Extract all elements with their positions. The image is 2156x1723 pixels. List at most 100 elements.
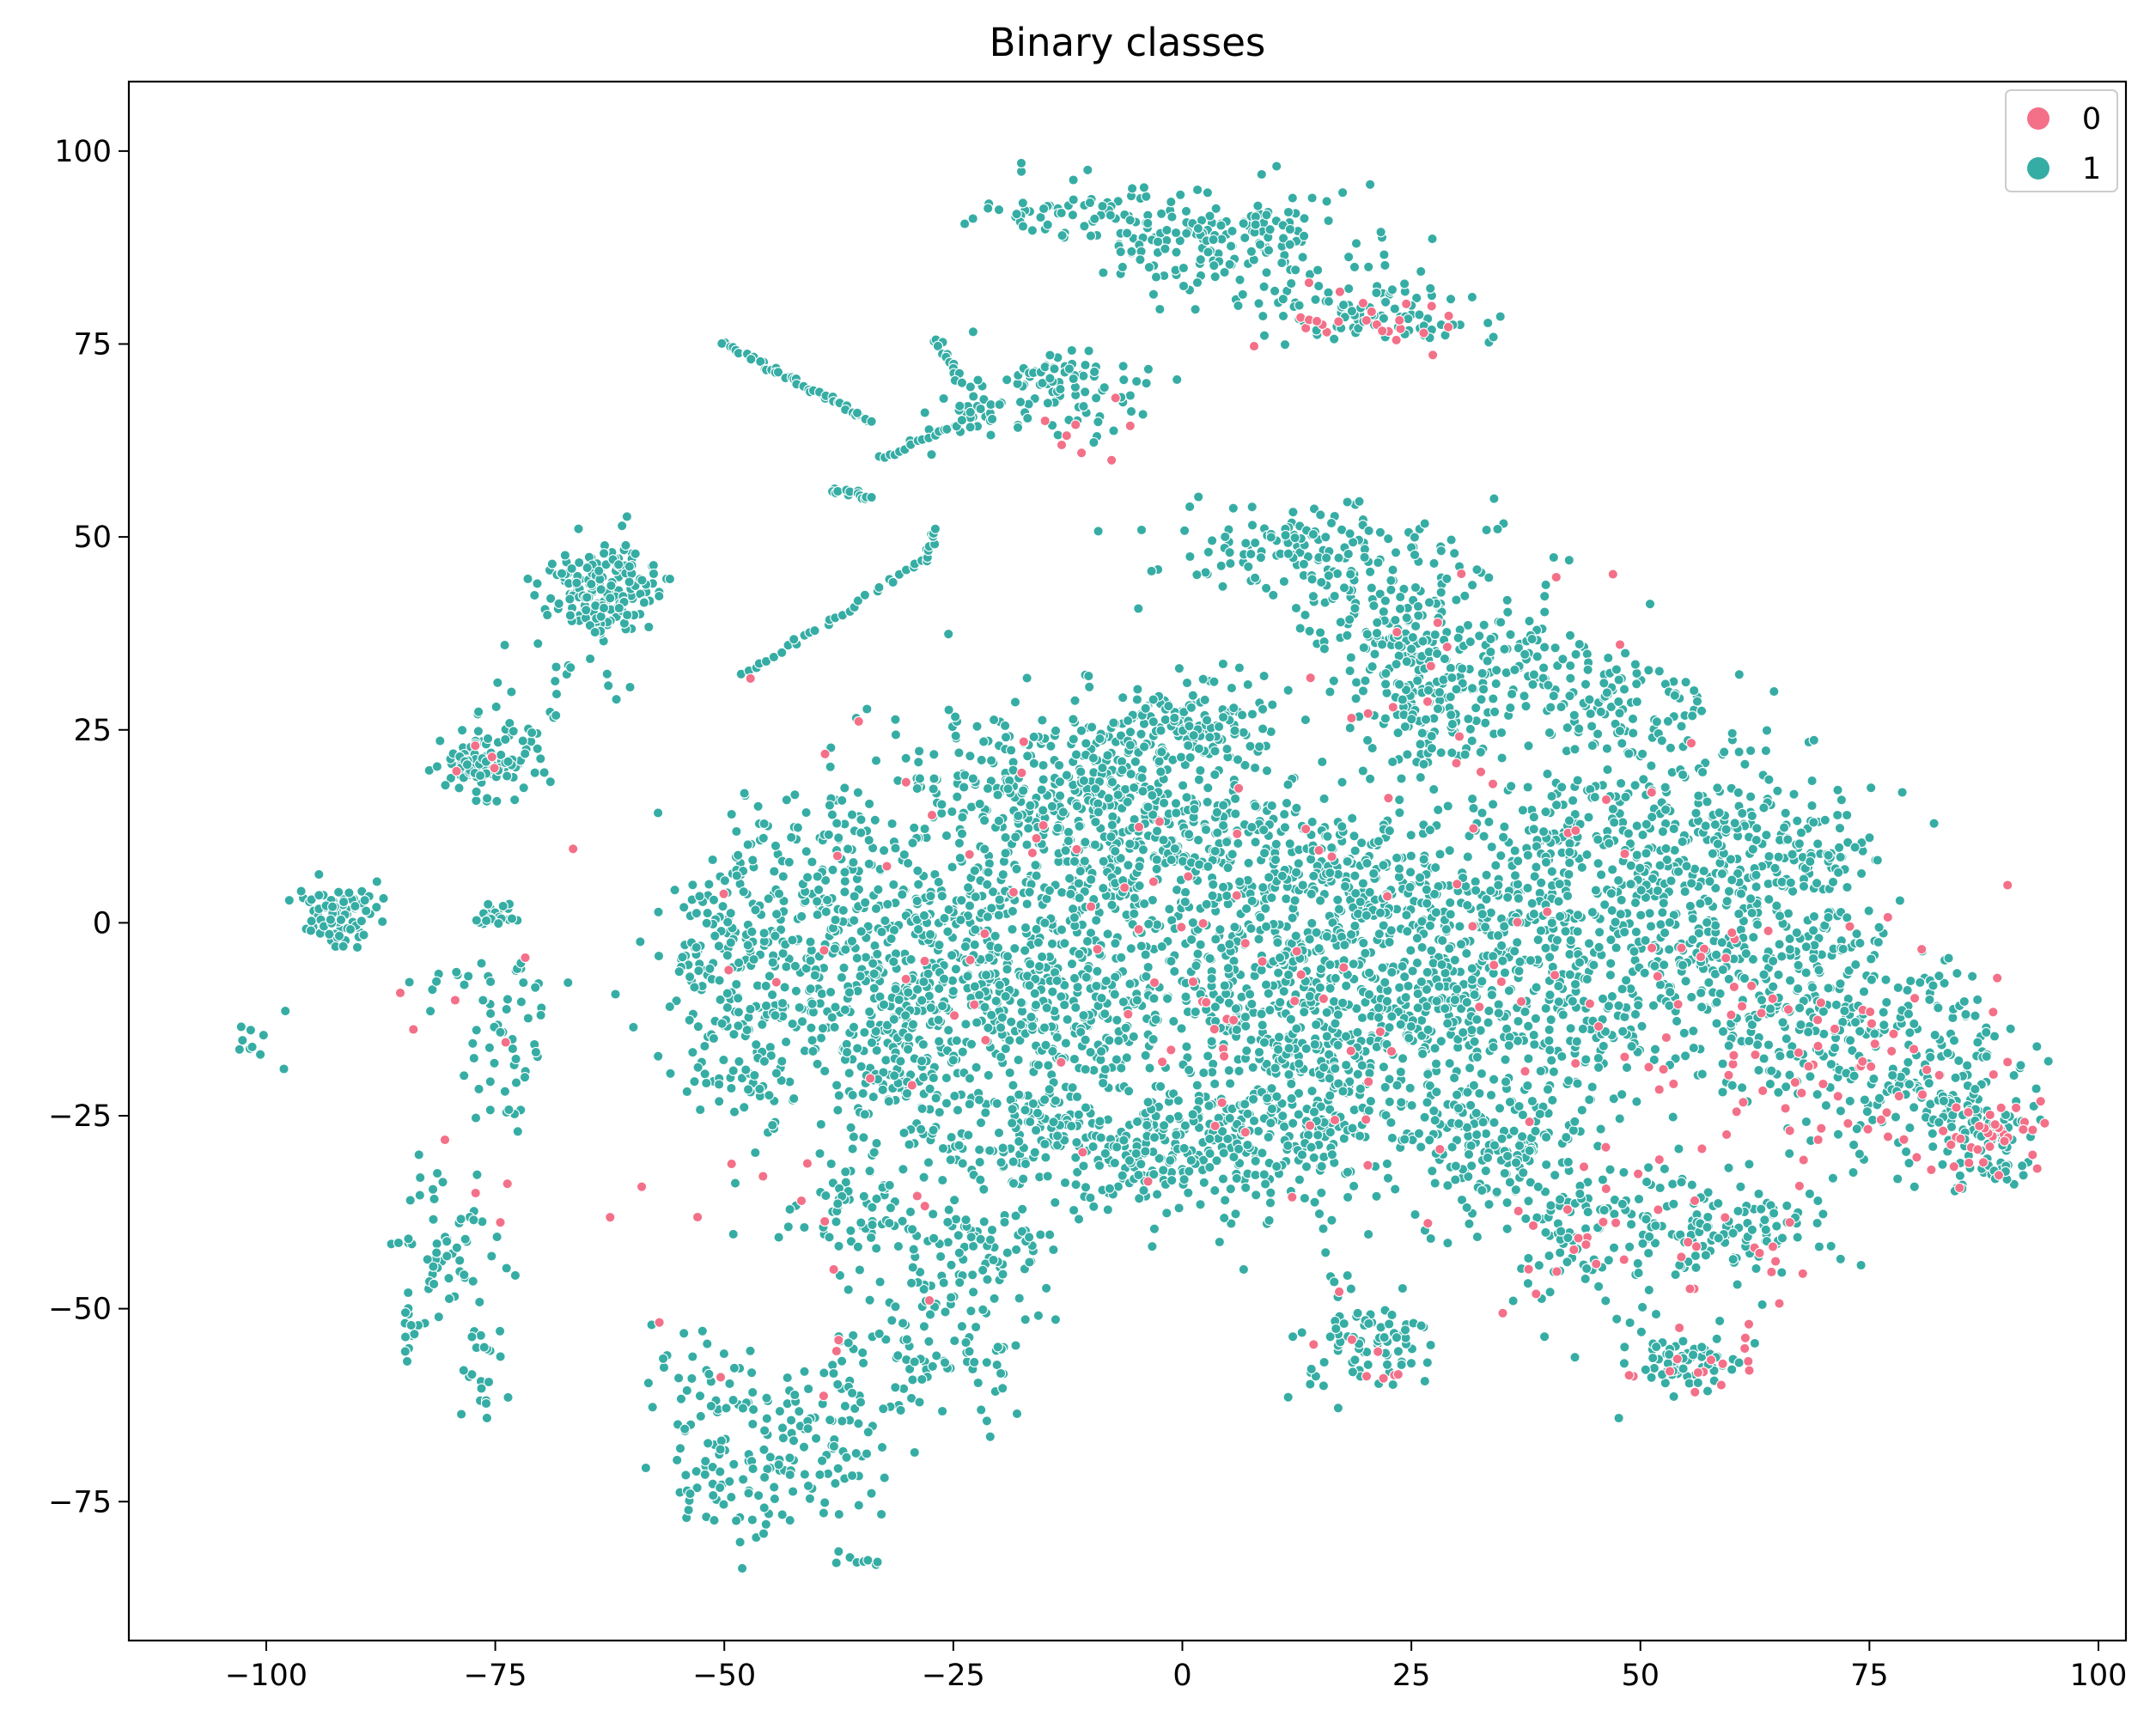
data-point-class-1 <box>1435 545 1446 557</box>
data-point-class-1 <box>566 563 577 575</box>
data-point-class-1 <box>1080 387 1091 398</box>
data-point-class-1 <box>979 1002 990 1013</box>
data-point-class-1 <box>1357 878 1369 889</box>
data-point-class-1 <box>1169 843 1180 855</box>
data-point-class-1 <box>783 1221 794 1233</box>
data-point-class-1 <box>1550 642 1561 654</box>
data-point-class-1 <box>942 1216 953 1228</box>
data-point-class-1 <box>371 876 382 887</box>
data-point-class-1 <box>1083 670 1094 682</box>
data-point-class-1 <box>1394 795 1405 806</box>
data-point-class-1 <box>1109 989 1120 1000</box>
data-point-class-1 <box>903 987 914 998</box>
data-point-class-1 <box>1308 1152 1319 1163</box>
data-point-class-1 <box>1446 709 1457 721</box>
data-point-class-1 <box>1345 569 1356 580</box>
data-point-class-1 <box>1015 157 1027 169</box>
data-point-class-1 <box>1095 1045 1107 1057</box>
data-point-class-1 <box>751 1039 762 1050</box>
data-point-class-1 <box>1150 1014 1161 1026</box>
data-point-class-1 <box>1140 949 1151 960</box>
data-point-class-1 <box>1440 923 1452 935</box>
data-point-class-1 <box>986 903 997 914</box>
data-point-class-1 <box>1192 948 1203 959</box>
data-point-class-1 <box>1206 1036 1217 1047</box>
data-point-class-1 <box>1258 825 1270 836</box>
data-point-class-1 <box>1068 174 1079 186</box>
data-point-class-1 <box>1564 691 1575 702</box>
data-point-class-1 <box>1246 520 1258 531</box>
data-point-class-1 <box>970 924 981 935</box>
data-point-class-1 <box>1251 1190 1262 1201</box>
data-point-class-1 <box>1349 603 1361 614</box>
data-point-class-1 <box>871 1137 882 1149</box>
data-point-class-1 <box>1195 1199 1206 1210</box>
data-point-class-1 <box>903 1032 914 1043</box>
data-point-class-1 <box>1538 662 1550 673</box>
data-point-class-1 <box>714 975 725 986</box>
data-point-class-1 <box>825 986 837 998</box>
data-point-class-1 <box>1050 1095 1062 1106</box>
data-point-class-1 <box>1470 876 1481 887</box>
data-point-class-1 <box>1110 845 1121 857</box>
data-point-class-1 <box>1603 652 1614 664</box>
data-point-class-1 <box>1209 676 1220 687</box>
data-point-class-1 <box>1140 1050 1151 1061</box>
data-point-class-1 <box>955 914 966 926</box>
data-point-class-1 <box>900 1010 911 1021</box>
data-point-class-1 <box>1405 945 1416 956</box>
data-point-class-1 <box>493 918 504 929</box>
data-point-class-1 <box>739 788 750 799</box>
data-point-class-1 <box>781 961 792 972</box>
data-point-class-1 <box>1027 1098 1039 1110</box>
data-point-class-1 <box>689 1076 700 1087</box>
data-point-class-1 <box>1306 1142 1317 1153</box>
data-point-class-1 <box>1221 890 1233 902</box>
data-point-class-1 <box>1488 1041 1499 1053</box>
data-point-class-1 <box>1379 296 1392 307</box>
data-point-class-1 <box>1179 896 1191 908</box>
data-point-class-1 <box>1615 777 1627 789</box>
data-point-class-1 <box>1175 752 1187 763</box>
data-point-class-1 <box>1285 1014 1297 1025</box>
data-point-class-1 <box>898 1127 910 1139</box>
data-point-class-1 <box>1601 743 1613 754</box>
data-point-class-1 <box>1404 881 1416 893</box>
data-point-class-1 <box>837 795 848 807</box>
data-point-class-1 <box>1304 625 1315 636</box>
data-point-class-1 <box>935 1251 947 1263</box>
data-point-class-1 <box>933 876 944 888</box>
data-point-class-1 <box>836 971 848 983</box>
data-point-class-1 <box>630 548 641 559</box>
data-point-class-1 <box>1073 1214 1085 1225</box>
data-point-class-1 <box>1323 570 1335 581</box>
data-point-class-1 <box>1000 990 1011 1002</box>
data-point-class-1 <box>965 381 976 393</box>
data-point-class-1 <box>1363 967 1375 978</box>
data-point-class-1 <box>978 393 990 405</box>
data-point-class-1 <box>1454 921 1465 932</box>
data-point-class-1 <box>1439 653 1451 665</box>
data-point-class-1 <box>1405 643 1417 654</box>
data-point-class-1 <box>1492 523 1503 535</box>
data-point-class-1 <box>973 1094 985 1105</box>
data-point-class-1 <box>1181 228 1192 239</box>
data-point-class-1 <box>1393 679 1405 690</box>
data-point-class-1 <box>867 1202 878 1213</box>
data-point-class-1 <box>1198 1177 1209 1188</box>
data-point-class-1 <box>1195 764 1206 776</box>
data-point-class-1 <box>1007 923 1018 935</box>
data-point-class-1 <box>1574 723 1585 734</box>
data-point-class-1 <box>1606 990 1618 1002</box>
data-point-class-1 <box>1105 831 1117 843</box>
data-point-class-1 <box>1733 669 1745 680</box>
data-point-class-1 <box>870 903 882 915</box>
data-point-class-1 <box>326 901 338 912</box>
data-point-class-1 <box>1151 854 1162 866</box>
data-point-class-1 <box>1240 538 1252 549</box>
data-point-class-1 <box>815 1032 827 1044</box>
data-point-class-1 <box>1090 783 1101 795</box>
data-point-class-1 <box>1044 885 1056 896</box>
data-point-class-1 <box>913 746 925 757</box>
data-point-class-1 <box>1204 210 1215 222</box>
